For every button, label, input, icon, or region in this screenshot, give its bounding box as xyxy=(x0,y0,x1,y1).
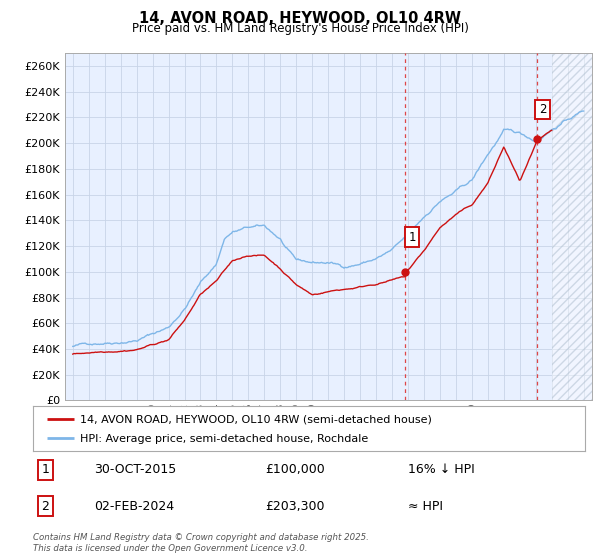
Text: £203,300: £203,300 xyxy=(265,500,325,512)
Text: 1: 1 xyxy=(41,463,49,476)
Text: 30-OCT-2015: 30-OCT-2015 xyxy=(94,463,176,476)
Text: 14, AVON ROAD, HEYWOOD, OL10 4RW: 14, AVON ROAD, HEYWOOD, OL10 4RW xyxy=(139,11,461,26)
Bar xyxy=(551,53,592,400)
Text: 16% ↓ HPI: 16% ↓ HPI xyxy=(409,463,475,476)
Text: 1: 1 xyxy=(409,231,416,244)
Text: Contains HM Land Registry data © Crown copyright and database right 2025.
This d: Contains HM Land Registry data © Crown c… xyxy=(33,533,369,553)
Text: 2: 2 xyxy=(539,103,546,116)
Text: Price paid vs. HM Land Registry's House Price Index (HPI): Price paid vs. HM Land Registry's House … xyxy=(131,22,469,35)
Bar xyxy=(551,53,592,400)
Text: HPI: Average price, semi-detached house, Rochdale: HPI: Average price, semi-detached house,… xyxy=(80,434,368,444)
Text: 14, AVON ROAD, HEYWOOD, OL10 4RW (semi-detached house): 14, AVON ROAD, HEYWOOD, OL10 4RW (semi-d… xyxy=(80,414,432,424)
Text: ≈ HPI: ≈ HPI xyxy=(409,500,443,512)
Text: 2: 2 xyxy=(41,500,49,512)
Text: 02-FEB-2024: 02-FEB-2024 xyxy=(94,500,174,512)
Text: £100,000: £100,000 xyxy=(265,463,325,476)
